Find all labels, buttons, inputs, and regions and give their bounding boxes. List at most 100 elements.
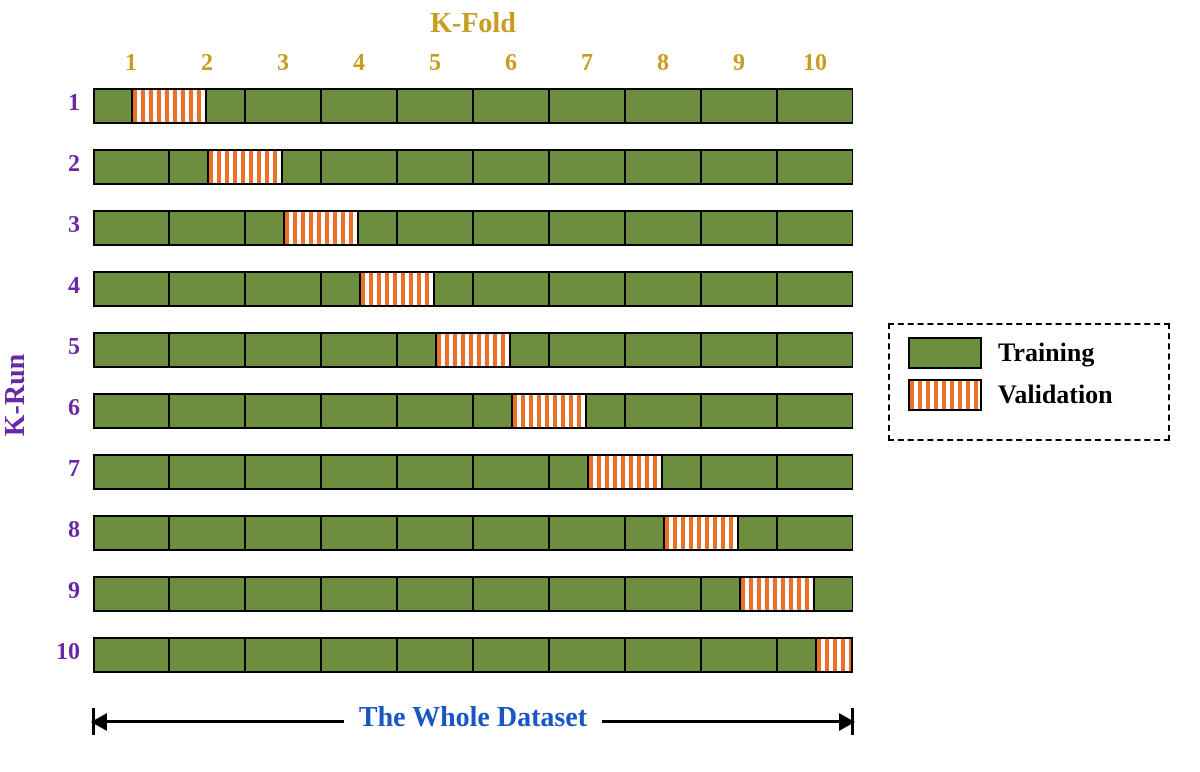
fold-label: 1 [93,50,169,77]
extent-tick [92,708,95,735]
run-label: 5 [0,334,80,361]
run-label: 1 [0,90,80,117]
training-cell [549,210,625,246]
extent-tick [851,708,854,735]
validation-cell [131,88,207,124]
training-cell [169,637,245,673]
kfold-row [93,637,853,673]
training-cell [473,149,549,185]
training-cell [321,149,397,185]
training-cell [549,637,625,673]
training-swatch [908,337,982,369]
training-cell [625,332,701,368]
training-cell [321,637,397,673]
training-cell [169,271,245,307]
training-cell [777,515,853,551]
training-cell [549,515,625,551]
training-cell [701,454,777,490]
legend-item: Validation [908,379,1150,411]
training-cell [245,637,321,673]
training-cell [169,515,245,551]
training-cell [701,332,777,368]
run-label: 6 [0,395,80,422]
training-cell [473,454,549,490]
training-cell [169,332,245,368]
training-cell [169,576,245,612]
validation-cell [435,332,511,368]
training-cell [321,576,397,612]
validation-cell [587,454,663,490]
training-cell [93,515,169,551]
training-cell [245,88,321,124]
training-cell [321,454,397,490]
validation-cell [663,515,739,551]
kfold-row [93,393,853,429]
training-cell [169,393,245,429]
training-cell [93,576,169,612]
training-cell [549,576,625,612]
training-cell [701,88,777,124]
validation-swatch [908,379,982,411]
legend-item: Training [908,337,1150,369]
training-cell [245,332,321,368]
training-cell [321,88,397,124]
training-cell [473,637,549,673]
training-cell [93,271,169,307]
kfold-row [93,149,853,185]
training-cell [397,637,473,673]
validation-cell [283,210,359,246]
training-cell [93,332,169,368]
run-label: 2 [0,151,80,178]
kfold-row [93,88,853,124]
training-cell [625,210,701,246]
training-cell [93,393,169,429]
fold-label: 4 [321,50,397,77]
fold-label: 3 [245,50,321,77]
training-cell [245,393,321,429]
training-cell [321,515,397,551]
kfold-row [93,271,853,307]
dataset-extent-line [602,720,841,723]
training-cell [397,393,473,429]
training-cell [777,393,853,429]
legend-label: Validation [998,380,1113,410]
training-cell [397,515,473,551]
fold-label: 9 [701,50,777,77]
training-cell [397,576,473,612]
training-cell [169,210,245,246]
run-label: 8 [0,517,80,544]
training-cell [625,271,701,307]
dataset-extent-line [105,720,344,723]
training-cell [777,271,853,307]
kfold-row [93,210,853,246]
validation-cell [359,271,435,307]
training-cell [777,210,853,246]
training-cell [93,637,169,673]
training-cell [245,271,321,307]
training-cell [625,88,701,124]
fold-label: 7 [549,50,625,77]
training-cell [701,271,777,307]
training-cell [321,393,397,429]
training-cell [549,88,625,124]
run-label: 10 [0,639,80,666]
training-cell [321,332,397,368]
fold-label: 6 [473,50,549,77]
validation-cell [739,576,815,612]
training-cell [701,149,777,185]
training-cell [777,454,853,490]
kfold-row [93,332,853,368]
training-cell [625,149,701,185]
training-cell [169,454,245,490]
training-cell [549,271,625,307]
training-cell [473,271,549,307]
kfold-row [93,576,853,612]
training-cell [473,88,549,124]
fold-label: 8 [625,50,701,77]
kfold-row [93,515,853,551]
training-cell [777,88,853,124]
training-cell [625,393,701,429]
validation-cell [815,637,853,673]
validation-cell [207,149,283,185]
training-cell [397,88,473,124]
